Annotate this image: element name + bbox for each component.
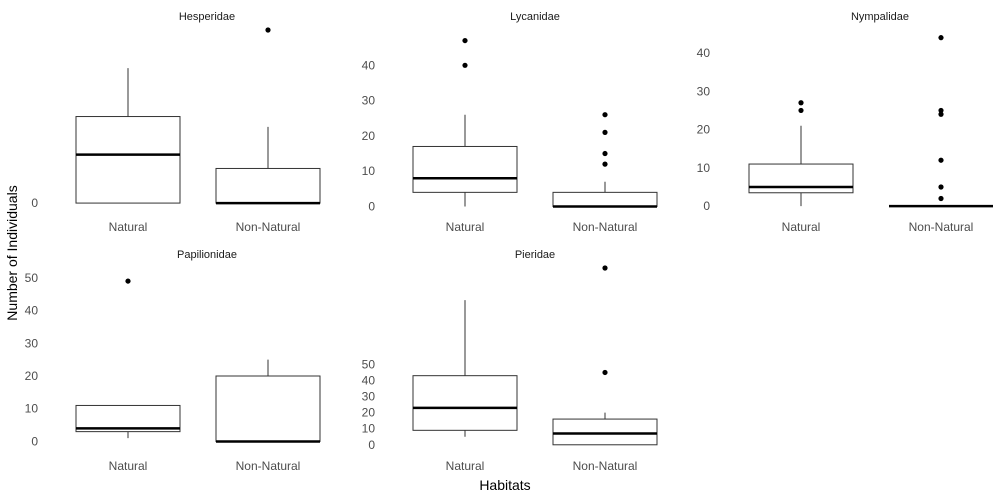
box-natural <box>412 300 518 437</box>
x-category-label: Natural <box>446 459 485 473</box>
panel-title: Nympalidae <box>851 11 909 23</box>
y-tick-label: 10 <box>25 402 39 416</box>
y-tick-label: 0 <box>31 434 38 448</box>
panel-title: Lycanidae <box>510 11 560 23</box>
x-category-label: Natural <box>446 220 485 234</box>
box-non-natural <box>889 35 993 208</box>
panel-lycanidae: Lycanidae 0 10 20 30 40 Natural Non-Natural <box>362 11 658 234</box>
x-category-label: Natural <box>782 220 821 234</box>
y-tick-label: 10 <box>697 161 711 175</box>
iqr-box <box>552 191 658 207</box>
box-non-natural <box>215 27 321 205</box>
outlier-point <box>798 100 804 106</box>
outlier-point <box>602 369 608 376</box>
y-tick-label: 40 <box>362 58 376 72</box>
x-axis-title: Habitats <box>479 477 530 493</box>
iqr-box <box>215 167 321 204</box>
y-tick-label: 30 <box>362 94 376 108</box>
y-tick-label: 10 <box>362 164 376 178</box>
y-tick-label: 20 <box>362 406 376 420</box>
box-non-natural <box>215 359 321 443</box>
y-tick-label: 50 <box>25 271 39 285</box>
iqr-box <box>75 116 181 204</box>
iqr-box <box>215 375 321 442</box>
x-category-label: Natural <box>109 220 148 234</box>
iqr-box <box>412 375 518 431</box>
outlier-point <box>602 161 608 167</box>
panels: Hesperidae 0 Natural Non-Natural Lycanidae 0 1… <box>25 11 993 473</box>
y-tick-label: 30 <box>697 84 711 98</box>
x-category-label: Non-Natural <box>236 459 301 473</box>
box-natural <box>412 37 518 207</box>
panel-pieridae: Pieridae 0 10 20 30 40 50 Natural Non-Natural <box>362 249 658 473</box>
x-category-label: Non-Natural <box>573 220 638 234</box>
box-natural <box>75 278 181 439</box>
iqr-box <box>552 418 658 446</box>
y-tick-label: 0 <box>368 199 375 213</box>
outlier-point <box>938 184 944 190</box>
box-natural <box>748 100 854 207</box>
outlier-point <box>602 265 608 271</box>
panel-papilionidae: Papilionidae 0 10 20 30 40 50 Natural Non-Natura… <box>25 249 321 473</box>
x-category-label: Non-Natural <box>573 459 638 473</box>
y-axis-title: Number of Individuals <box>4 185 20 320</box>
outlier-point <box>462 37 468 44</box>
x-category-label: Non-Natural <box>909 220 974 234</box>
y-tick-label: 40 <box>697 46 711 60</box>
panel-title: Pieridae <box>515 249 555 261</box>
y-tick-label: 40 <box>362 374 376 388</box>
outlier-point <box>938 157 944 163</box>
iqr-box <box>748 163 854 194</box>
y-tick-label: 0 <box>703 199 710 213</box>
outlier-point <box>938 195 944 202</box>
x-category-label: Non-Natural <box>236 220 301 234</box>
y-tick-label: 30 <box>25 336 39 350</box>
outlier-point <box>602 112 608 118</box>
box-natural <box>75 68 181 204</box>
panel-title: Papilionidae <box>177 249 237 261</box>
outlier-point <box>125 278 131 284</box>
y-tick-label: 40 <box>25 304 39 318</box>
panel-title: Hesperidae <box>179 11 235 23</box>
box-non-natural <box>552 112 658 208</box>
y-tick-label: 30 <box>362 390 376 404</box>
panel-nympalidae: Nympalidae 0 10 20 30 40 Natural Non-Natural <box>697 11 993 234</box>
outlier-point <box>602 129 608 135</box>
outlier-point <box>798 107 804 114</box>
outlier-point <box>938 111 944 117</box>
y-tick-label: 10 <box>362 422 376 436</box>
panel-hesperidae: Hesperidae 0 Natural Non-Natural <box>31 11 321 234</box>
y-tick-label: 20 <box>362 129 376 143</box>
box-non-natural <box>552 265 658 446</box>
outlier-point <box>938 35 944 41</box>
x-category-label: Natural <box>109 459 148 473</box>
y-tick-label: 0 <box>368 438 375 452</box>
outlier-point <box>938 107 944 114</box>
y-tick-label: 20 <box>697 123 711 137</box>
outlier-point <box>602 150 608 157</box>
outlier-point <box>462 62 468 68</box>
iqr-box <box>412 145 518 193</box>
y-tick-label: 50 <box>362 357 376 371</box>
outlier-point <box>265 27 271 33</box>
y-tick-label: 0 <box>31 196 38 210</box>
y-tick-label: 20 <box>25 369 39 383</box>
